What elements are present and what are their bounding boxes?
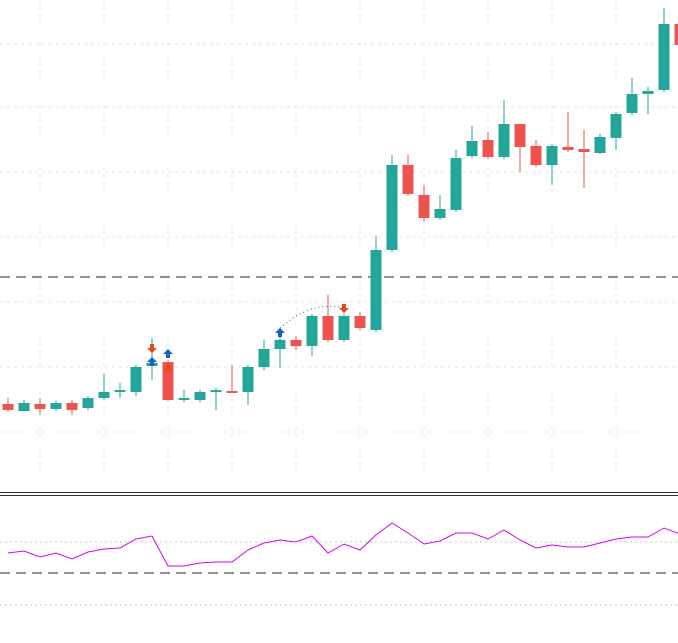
candle-body xyxy=(354,316,366,328)
candle-body xyxy=(290,340,302,346)
candle-body xyxy=(258,349,270,367)
candle-body xyxy=(578,149,590,152)
candle-body xyxy=(466,141,478,156)
candle-body xyxy=(498,124,510,157)
candle-body xyxy=(322,316,334,340)
buy-signal xyxy=(147,357,157,366)
candle-body xyxy=(338,316,350,340)
candle-body xyxy=(450,158,462,210)
buy-signal xyxy=(275,328,285,337)
candle-body xyxy=(242,367,254,392)
candle-body xyxy=(274,340,286,349)
candle-body xyxy=(482,140,494,157)
candle-body xyxy=(210,390,222,392)
sell-signal xyxy=(339,304,349,313)
buy-signal xyxy=(163,349,173,358)
candle-body xyxy=(162,362,174,400)
candle-body xyxy=(658,24,670,90)
candle-body xyxy=(114,390,126,392)
candle-body xyxy=(50,403,62,409)
candle-body xyxy=(402,165,414,194)
candle-body xyxy=(418,195,430,218)
oscillator-line xyxy=(7,522,678,567)
candle-body xyxy=(130,367,142,392)
candle-body xyxy=(562,147,574,150)
candle-body xyxy=(306,316,318,346)
candle-body xyxy=(514,124,526,147)
candle-body xyxy=(178,398,190,400)
candle-body xyxy=(530,146,542,165)
candle-body xyxy=(226,391,238,393)
candle-body xyxy=(594,137,606,153)
candle-body xyxy=(610,114,622,138)
sell-signal xyxy=(147,344,157,353)
candle-body xyxy=(370,250,382,330)
candle-body xyxy=(66,403,78,410)
candle-body xyxy=(98,392,110,398)
candle-body xyxy=(194,392,206,400)
candle-body xyxy=(18,403,30,411)
sell-signal xyxy=(163,364,173,373)
candle-body xyxy=(34,404,46,409)
candle-body xyxy=(642,91,654,94)
candle-body xyxy=(626,94,638,113)
candle-body xyxy=(434,209,446,218)
candle-body xyxy=(546,146,558,165)
candle-body xyxy=(2,404,14,410)
candle-body xyxy=(674,24,678,45)
candle-body xyxy=(82,398,94,408)
candle-body xyxy=(386,165,398,250)
